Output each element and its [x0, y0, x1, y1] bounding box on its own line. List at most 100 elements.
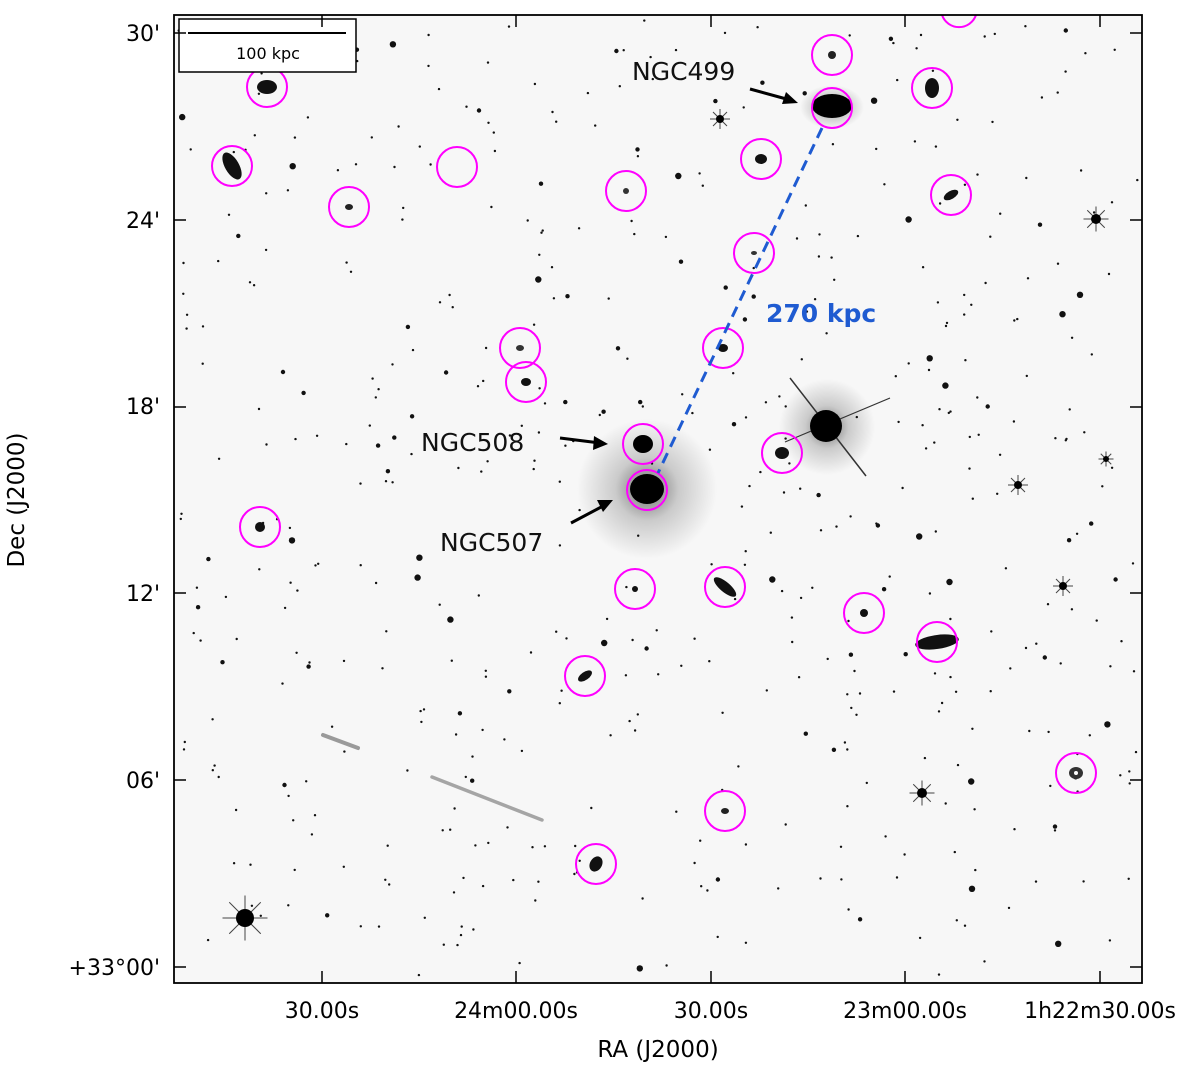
star — [555, 630, 558, 633]
star — [252, 284, 256, 287]
star — [949, 675, 952, 679]
star — [625, 585, 628, 589]
star — [1119, 774, 1122, 777]
star — [282, 782, 287, 788]
star — [250, 904, 254, 907]
star — [185, 313, 189, 316]
star — [586, 91, 590, 95]
star — [393, 165, 396, 169]
star — [853, 669, 856, 673]
star — [264, 248, 268, 252]
star — [1012, 420, 1016, 423]
star — [314, 564, 317, 567]
star — [640, 967, 643, 970]
star — [470, 778, 475, 783]
star — [983, 35, 986, 38]
x-tick-labels: 30.00s 24m00.00s 30.00s 23m00.00s 1h22m3… — [285, 999, 1176, 1024]
star — [506, 826, 509, 829]
x-tick-label: 30.00s — [285, 999, 359, 1024]
separation-label: 270 kpc — [766, 299, 876, 328]
y-tick-label: 18' — [126, 395, 160, 420]
star — [831, 143, 835, 146]
star — [301, 390, 306, 396]
star — [211, 718, 214, 721]
x-tick-label: 1h22m30.00s — [1024, 999, 1176, 1024]
ngc499-core — [812, 94, 852, 118]
star — [947, 411, 950, 415]
star — [918, 936, 922, 940]
star — [558, 480, 561, 483]
star — [799, 487, 802, 490]
star — [614, 48, 619, 54]
star — [963, 924, 967, 927]
star — [281, 682, 284, 685]
star — [1101, 485, 1104, 488]
star — [636, 155, 640, 158]
star — [759, 470, 762, 474]
star — [306, 116, 310, 119]
star — [385, 630, 388, 633]
star — [744, 416, 748, 419]
star — [377, 388, 380, 391]
star — [573, 872, 576, 876]
star — [1110, 201, 1114, 204]
star — [1007, 906, 1011, 910]
y-tick-label: 24' — [126, 209, 160, 234]
star — [693, 637, 696, 640]
ngc508-arrow — [559, 436, 601, 445]
star — [971, 497, 974, 500]
star — [846, 748, 849, 751]
star — [989, 235, 992, 238]
star — [481, 884, 485, 888]
star — [732, 372, 735, 375]
star — [699, 839, 702, 842]
star — [558, 544, 562, 547]
star — [1113, 48, 1116, 51]
star — [968, 435, 971, 439]
star — [675, 810, 678, 813]
star — [552, 297, 556, 300]
star — [345, 442, 348, 446]
star — [970, 303, 973, 306]
star — [706, 889, 709, 892]
star — [723, 31, 727, 35]
star — [795, 237, 799, 240]
star — [449, 828, 452, 831]
star — [949, 410, 952, 413]
star — [777, 887, 780, 890]
star — [784, 823, 787, 826]
star — [447, 616, 454, 623]
star — [944, 324, 948, 328]
star — [984, 281, 987, 285]
star — [532, 467, 535, 471]
star — [195, 586, 199, 589]
star — [915, 47, 918, 50]
star — [892, 690, 896, 693]
star — [224, 595, 228, 599]
member-circle — [211, 145, 253, 187]
star — [292, 819, 295, 822]
star — [199, 639, 202, 642]
star — [526, 219, 529, 222]
star — [733, 597, 737, 601]
star — [848, 652, 854, 657]
star — [1055, 940, 1062, 947]
star — [520, 424, 523, 427]
star — [538, 181, 544, 186]
ngc499-label: NGC499 — [632, 57, 735, 86]
star — [227, 213, 231, 216]
bright-star — [222, 895, 268, 941]
star — [310, 833, 314, 836]
star — [590, 806, 593, 810]
satellite-trail — [321, 733, 360, 750]
star — [349, 270, 353, 273]
star — [840, 878, 843, 881]
star — [701, 184, 704, 187]
star — [833, 278, 836, 281]
member-circle — [704, 790, 746, 832]
star — [288, 526, 292, 530]
star — [895, 876, 899, 879]
star — [974, 868, 977, 872]
star — [826, 657, 829, 661]
star — [283, 606, 287, 610]
